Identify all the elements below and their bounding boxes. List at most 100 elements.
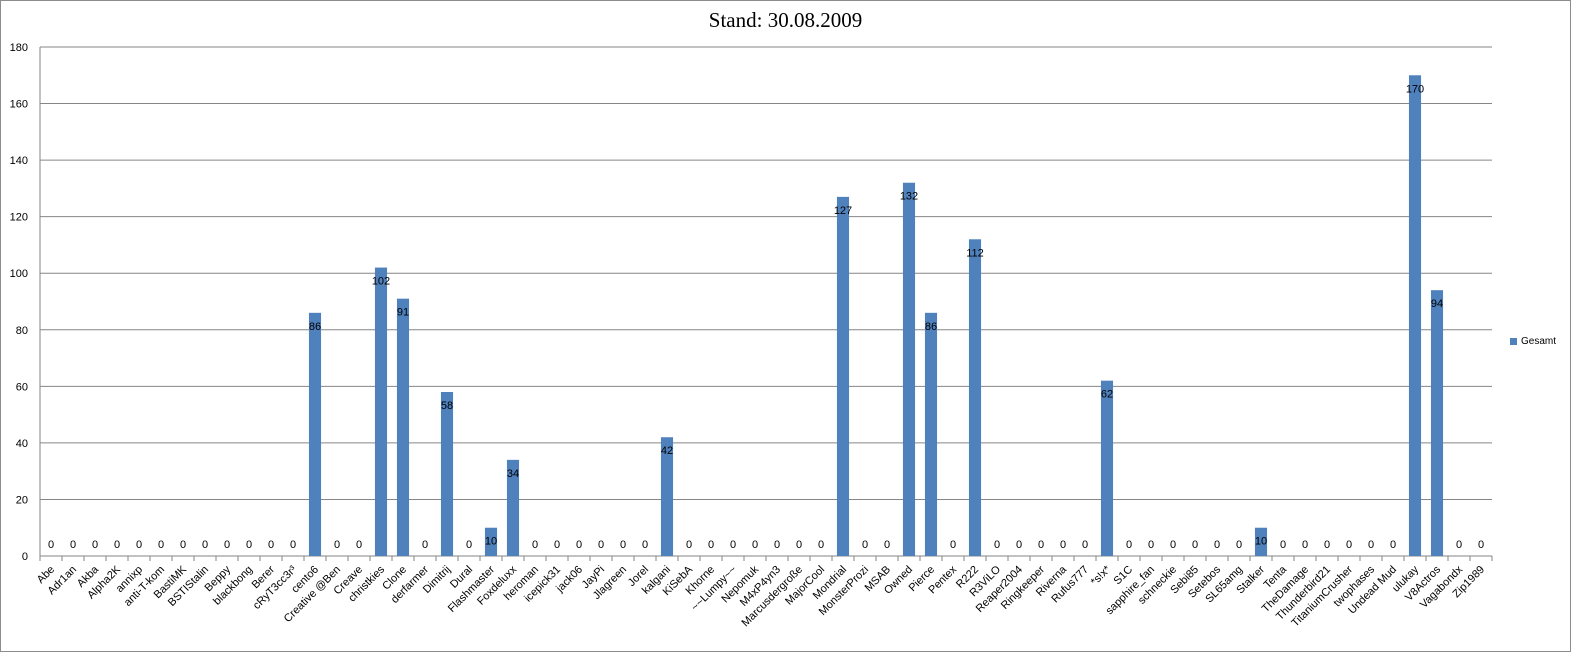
data-label: 94 (1431, 298, 1443, 310)
data-label: 0 (576, 539, 582, 551)
data-label: 0 (950, 539, 956, 551)
data-label: 132 (900, 191, 918, 203)
y-tick-label: 40 (16, 438, 28, 450)
data-label: 0 (334, 539, 340, 551)
data-label: 0 (796, 539, 802, 551)
data-label: 86 (309, 321, 321, 333)
data-label: 42 (661, 445, 673, 457)
data-label: 0 (202, 539, 208, 551)
data-label: 58 (441, 400, 453, 412)
data-label: 127 (834, 205, 852, 217)
data-label: 10 (485, 536, 497, 548)
y-tick-label: 80 (16, 325, 28, 337)
data-label: 0 (1302, 539, 1308, 551)
data-label: 0 (1082, 539, 1088, 551)
data-label: 0 (862, 539, 868, 551)
bar-21 (506, 459, 520, 556)
data-label: 0 (268, 539, 274, 551)
data-label: 91 (397, 307, 409, 319)
data-label: 0 (158, 539, 164, 551)
category-label-layer: AbeAdr1anAkbaAlpha2Kannixpanti-T-komBast… (35, 563, 1487, 629)
bar-18 (440, 391, 454, 556)
data-label: 0 (246, 539, 252, 551)
data-label: 0 (642, 539, 648, 551)
data-label: 0 (1456, 539, 1462, 551)
data-label: 0 (1346, 539, 1352, 551)
data-label: 170 (1406, 83, 1424, 95)
data-label: 0 (1236, 539, 1242, 551)
data-label: 0 (752, 539, 758, 551)
data-label: 0 (1478, 539, 1484, 551)
data-label: 0 (686, 539, 692, 551)
bar-40 (924, 312, 938, 556)
data-label: 0 (224, 539, 230, 551)
data-label: 0 (554, 539, 560, 551)
bar-layer (308, 75, 1444, 557)
data-label: 102 (372, 276, 390, 288)
data-label: 10 (1255, 536, 1267, 548)
data-label: 0 (356, 539, 362, 551)
bar-39 (902, 182, 916, 556)
data-label: 0 (136, 539, 142, 551)
data-label: 0 (290, 539, 296, 551)
data-label: 0 (114, 539, 120, 551)
data-label: 0 (598, 539, 604, 551)
data-label: 0 (1214, 539, 1220, 551)
data-label: 86 (925, 321, 937, 333)
data-label: 0 (1368, 539, 1374, 551)
data-label: 34 (507, 468, 519, 480)
y-tick-label: 160 (10, 99, 28, 111)
data-label: 62 (1101, 389, 1113, 401)
data-label: 0 (1038, 539, 1044, 551)
data-label: 0 (774, 539, 780, 551)
data-label: 0 (1148, 539, 1154, 551)
data-label: 0 (466, 539, 472, 551)
data-label: 0 (532, 539, 538, 551)
data-label: 0 (1126, 539, 1132, 551)
legend-swatch (1510, 338, 1517, 345)
data-label: 0 (70, 539, 76, 551)
data-label: 0 (708, 539, 714, 551)
legend: Gesamt (1510, 336, 1556, 347)
chart-title: Stand: 30.08.2009 (708, 8, 863, 32)
data-label: 0 (1016, 539, 1022, 551)
bar-16 (396, 298, 410, 556)
bar-15 (374, 267, 388, 556)
bar-20 (484, 527, 498, 556)
bar-42 (968, 239, 982, 557)
data-label-layer: 0 0 0 0 0 0 0 0 0 0 0 0 86 0 0 102 91 0 58 0 10 34 0 0 0 0 0 0 42 0 0 0… (48, 83, 1484, 551)
data-label: 0 (1192, 539, 1198, 551)
y-tick-label: 180 (10, 42, 28, 54)
data-label: 0 (1060, 539, 1066, 551)
data-label: 0 (48, 539, 54, 551)
bar-36 (836, 196, 850, 556)
data-label: 0 (1324, 539, 1330, 551)
y-tick-label: 120 (10, 212, 28, 224)
data-label: 0 (818, 539, 824, 551)
data-label: 0 (884, 539, 890, 551)
bar-12 (308, 312, 322, 556)
bar-63 (1430, 290, 1444, 556)
y-tick-label: 0 (22, 551, 28, 563)
bar-28 (660, 437, 674, 556)
y-tick-label: 20 (16, 494, 28, 506)
category-label: *s!x* (1089, 563, 1114, 588)
data-label: 0 (620, 539, 626, 551)
data-label: 0 (180, 539, 186, 551)
y-tick-label: 100 (10, 268, 28, 280)
data-label: 0 (1170, 539, 1176, 551)
data-label: 0 (730, 539, 736, 551)
bar-62 (1408, 75, 1422, 557)
data-label: 0 (1390, 539, 1396, 551)
data-label: 0 (1280, 539, 1286, 551)
bar-55 (1254, 527, 1268, 556)
data-label: 0 (994, 539, 1000, 551)
y-tick-label: 140 (10, 155, 28, 167)
data-label: 0 (92, 539, 98, 551)
legend-label: Gesamt (1521, 336, 1557, 347)
y-tick-label: 60 (16, 381, 28, 393)
bar-48 (1100, 380, 1114, 556)
